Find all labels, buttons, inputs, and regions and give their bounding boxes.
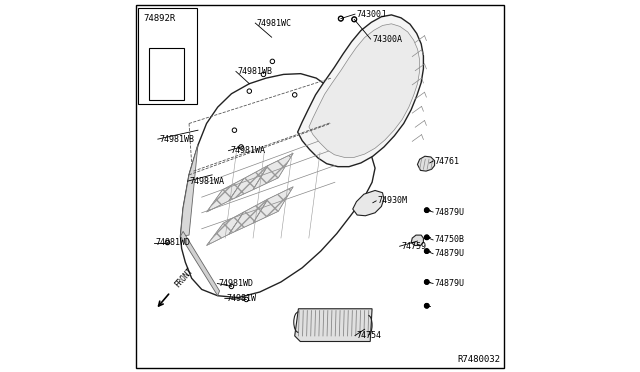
Text: 74981WB: 74981WB xyxy=(237,67,273,76)
Text: 74300J: 74300J xyxy=(356,10,387,19)
Polygon shape xyxy=(229,166,268,201)
Text: 74981W: 74981W xyxy=(227,294,256,303)
Text: 74981WC: 74981WC xyxy=(257,19,292,28)
Polygon shape xyxy=(180,231,220,296)
Polygon shape xyxy=(207,212,244,246)
Text: 74879U: 74879U xyxy=(435,249,465,258)
Text: 74981WD: 74981WD xyxy=(219,279,254,288)
Polygon shape xyxy=(253,187,293,223)
Text: 74761: 74761 xyxy=(435,157,460,166)
Polygon shape xyxy=(180,144,198,236)
Text: 74981WA: 74981WA xyxy=(189,177,224,186)
Polygon shape xyxy=(353,190,384,216)
Text: 74754: 74754 xyxy=(356,331,381,340)
Text: 74759: 74759 xyxy=(401,242,426,251)
Text: FRONT: FRONT xyxy=(173,266,195,289)
Circle shape xyxy=(424,280,429,284)
Text: 74930M: 74930M xyxy=(378,196,408,205)
Text: 74981WB: 74981WB xyxy=(159,135,195,144)
Text: R7480032: R7480032 xyxy=(458,355,500,364)
Circle shape xyxy=(424,304,429,308)
Bar xyxy=(149,48,184,100)
Polygon shape xyxy=(309,24,420,157)
Circle shape xyxy=(424,235,429,240)
Polygon shape xyxy=(253,153,293,190)
Bar xyxy=(138,8,197,104)
Polygon shape xyxy=(417,156,435,171)
Polygon shape xyxy=(294,309,372,341)
Text: 74300A: 74300A xyxy=(372,35,402,44)
Text: 74981WD: 74981WD xyxy=(156,238,191,247)
Polygon shape xyxy=(207,179,244,212)
Text: 74981WA: 74981WA xyxy=(230,146,265,155)
Polygon shape xyxy=(411,235,424,246)
Circle shape xyxy=(424,249,429,253)
Polygon shape xyxy=(229,199,268,234)
Text: 74879U: 74879U xyxy=(435,208,465,217)
Text: 74879U: 74879U xyxy=(435,279,465,288)
Text: 74750B: 74750B xyxy=(435,235,465,244)
Circle shape xyxy=(424,208,429,212)
Text: 74892R: 74892R xyxy=(143,14,175,23)
Polygon shape xyxy=(298,15,424,167)
Polygon shape xyxy=(180,74,375,298)
